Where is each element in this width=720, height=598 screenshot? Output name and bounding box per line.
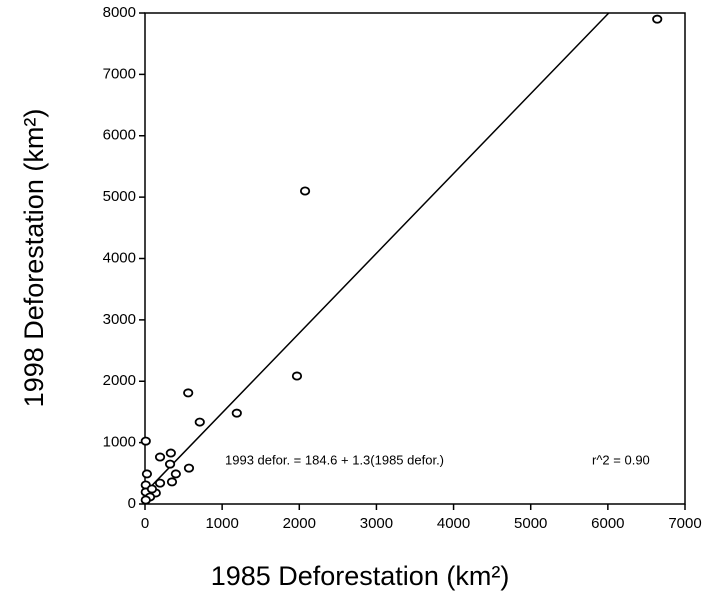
point [165,448,176,458]
x-tick-label: 2000 [283,515,316,532]
point [194,417,205,427]
plot-frame [144,12,686,505]
point [183,388,194,398]
point [183,463,195,473]
point [140,436,151,446]
x-tick-label: 7000 [668,515,701,532]
point [164,459,176,469]
x-tick-label: 1000 [205,515,238,532]
annotation: r^2 = 0.90 [592,452,650,467]
x-tick-label: 5000 [514,515,547,532]
y-tick-label: 2000 [103,372,136,389]
point [291,371,303,381]
y-tick-label: 5000 [103,188,136,205]
point [166,477,178,487]
point [146,484,158,494]
point [140,495,151,505]
x-tick-label: 3000 [360,515,393,532]
x-axis-label: 1985 Deforestation (km²) [211,561,510,591]
y-tick-label: 6000 [103,127,136,144]
y-axis-label: 1998 Deforestation (km²) [19,109,49,408]
y-tick-label: 3000 [103,311,136,328]
x-tick-label: 6000 [591,515,624,532]
point [154,478,166,488]
annotation: 1993 defor. = 184.6 + 1.3(1985 defor.) [225,452,444,467]
point [299,186,311,196]
point [154,452,166,462]
x-tick-label: 0 [141,515,149,532]
point [652,14,663,24]
x-tick-label: 4000 [437,515,470,532]
y-tick-label: 0 [128,495,136,512]
point [141,469,153,479]
point [170,469,181,479]
fit-line [144,12,610,494]
y-tick-label: 4000 [103,249,136,266]
y-tick-label: 7000 [103,65,136,82]
y-tick-label: 8000 [103,4,136,21]
point [231,408,242,418]
y-tick-label: 1000 [103,434,136,451]
